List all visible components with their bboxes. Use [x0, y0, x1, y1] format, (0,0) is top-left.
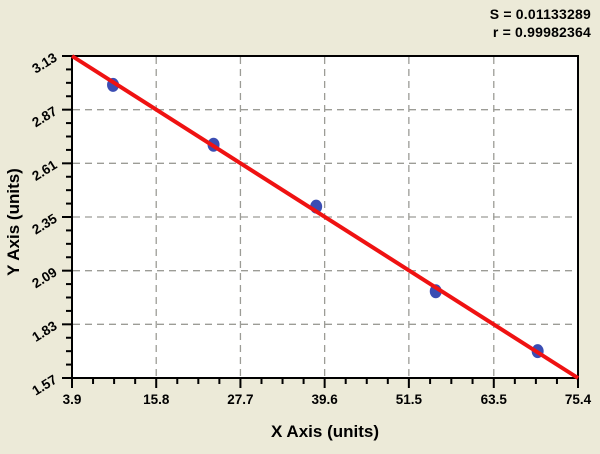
y-tick-label: 2.61 [29, 157, 60, 184]
fit-statistics: S = 0.01133289 r = 0.99982364 [490, 5, 591, 41]
x-tick-label: 51.5 [396, 392, 423, 407]
y-tick-label: 1.83 [29, 318, 60, 345]
x-axis-title: X Axis (units) [271, 422, 379, 441]
x-tick-label: 3.9 [63, 392, 82, 407]
x-tick-label: 15.8 [143, 392, 170, 407]
y-tick-label: 2.87 [29, 103, 59, 130]
regression-line [70, 54, 580, 380]
stat-s-value: S = 0.01133289 [489, 6, 591, 22]
y-tick-label: 2.35 [29, 211, 60, 238]
y-tick-label: 2.09 [29, 264, 59, 291]
x-tick-label: 63.5 [481, 392, 508, 407]
y-tick-label: 3.13 [29, 50, 60, 77]
x-tick-label: 27.7 [227, 392, 253, 407]
x-tick-label: 39.6 [312, 392, 339, 407]
stat-r-value: r = 0.99982364 [492, 24, 591, 40]
y-tick-label: 1.57 [29, 372, 59, 399]
x-tick-label: 75.4 [565, 392, 592, 407]
